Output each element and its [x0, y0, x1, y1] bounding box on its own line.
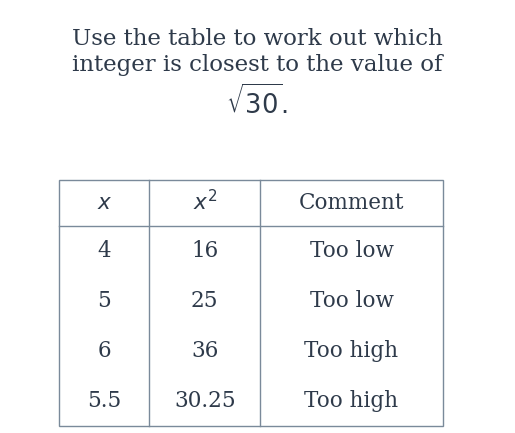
Text: Too high: Too high — [304, 340, 399, 362]
Text: 5: 5 — [97, 290, 111, 312]
Text: Too high: Too high — [304, 390, 399, 412]
Bar — [59, 180, 443, 426]
Text: 30.25: 30.25 — [174, 390, 235, 412]
Text: 16: 16 — [191, 240, 218, 262]
Text: $x$: $x$ — [96, 192, 112, 214]
Text: 4: 4 — [97, 240, 111, 262]
Text: integer is closest to the value of: integer is closest to the value of — [72, 54, 443, 76]
Text: 5.5: 5.5 — [87, 390, 122, 412]
Text: 25: 25 — [191, 290, 218, 312]
Text: Comment: Comment — [299, 192, 404, 214]
Text: Too low: Too low — [310, 290, 393, 312]
Text: Too low: Too low — [310, 240, 393, 262]
Text: $x^2$: $x^2$ — [193, 191, 217, 216]
Text: 36: 36 — [191, 340, 218, 362]
Text: Use the table to work out which: Use the table to work out which — [72, 28, 443, 50]
Text: $\sqrt{30}.$: $\sqrt{30}.$ — [227, 84, 288, 119]
Text: 6: 6 — [97, 340, 111, 362]
